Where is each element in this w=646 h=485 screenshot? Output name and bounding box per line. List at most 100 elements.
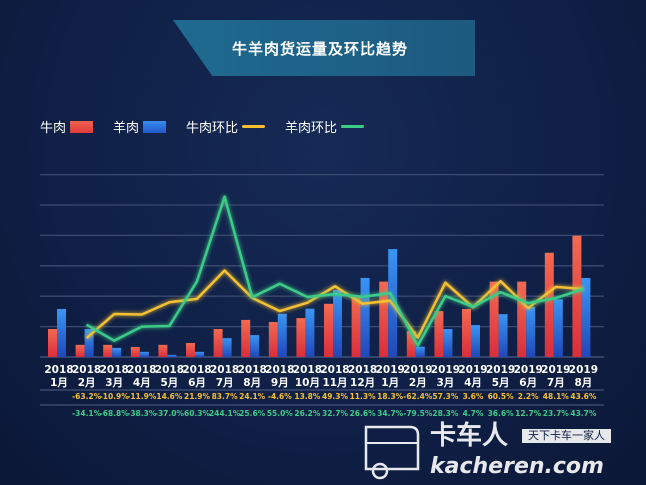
x-tick-month: 10月: [295, 377, 320, 389]
beef-ratio-label: 24.1%: [239, 392, 266, 401]
x-tick-year: 2018: [100, 364, 129, 376]
x-tick-year: 2018: [348, 364, 377, 376]
bar-mutton: [250, 335, 260, 357]
legend-item-mutton[interactable]: 羊肉: [113, 117, 167, 136]
bar-mutton: [167, 354, 177, 357]
bar-mutton: [84, 329, 94, 357]
x-tick-year: 2018: [293, 364, 322, 376]
x-tick-month: 12月: [350, 377, 375, 389]
legend-label: 羊肉: [113, 121, 140, 136]
x-tick-month: 6月: [188, 377, 206, 389]
mutton-ratio-label: 34.7%: [377, 409, 404, 418]
bar-mutton: [305, 308, 315, 357]
truck-icon: [364, 425, 420, 480]
legend-label: 牛肉: [40, 121, 67, 136]
mutton-ratio-label: -79.5%: [403, 409, 433, 418]
mutton-ratio-label: 244.1%: [209, 409, 241, 418]
watermark-logo: 卡车人 天下卡车一家人 kacheren.com: [360, 421, 640, 483]
x-tick-year: 2018: [238, 364, 267, 376]
watermark-brand: 卡车人: [430, 421, 509, 451]
bar-mutton: [471, 325, 480, 357]
bar-beef: [544, 252, 554, 357]
x-tick-month: 4月: [464, 377, 482, 389]
mutton-ratio-label: -68.8%: [100, 409, 130, 418]
x-tick-month: 8月: [574, 377, 592, 389]
x-tick-year: 2018: [210, 364, 239, 376]
bar-beef: [462, 308, 471, 357]
x-tick-month: 9月: [271, 377, 289, 389]
bar-mutton: [277, 313, 287, 357]
beef-ratio-label: 49.3%: [322, 392, 349, 401]
bar-beef: [130, 346, 140, 357]
bar-mutton: [553, 299, 563, 357]
mutton-ratio-label: 25.6%: [239, 409, 266, 418]
bar-beef: [351, 296, 361, 357]
legend-item-beef[interactable]: 牛肉: [40, 117, 94, 136]
beef-ratio-label: -10.9%: [100, 392, 130, 401]
x-tick-month: 7月: [216, 377, 234, 389]
x-tick-month: 6月: [519, 377, 537, 389]
bar-mutton: [139, 351, 149, 357]
watermark-slogan: 天下卡车一家人: [522, 429, 611, 443]
mutton-ratio-label: 32.7%: [322, 409, 349, 418]
x-tick-year: 2019: [376, 364, 405, 376]
watermark-url: kacheren.com: [430, 454, 604, 479]
legend-swatch: [70, 120, 94, 133]
x-tick-year: 2019: [458, 364, 487, 376]
bar-beef: [75, 344, 85, 357]
bar-beef: [517, 281, 527, 357]
x-tick-month: 11月: [322, 377, 347, 389]
bar-mutton: [415, 346, 425, 357]
bar-beef: [103, 344, 113, 357]
legend-item-beef-ratio[interactable]: 牛肉环比: [186, 117, 266, 136]
beef-ratio-label: 83.7%: [212, 392, 239, 401]
x-tick-month: 4月: [133, 377, 151, 389]
beef-ratio-label: 3.6%: [463, 392, 484, 401]
beef-ratio-label: 11.3%: [350, 392, 377, 401]
mutton-ratio-label: 28.3%: [432, 409, 459, 418]
x-tick-month: 1月: [50, 377, 68, 389]
bar-mutton: [526, 306, 536, 357]
legend-item-mutton-ratio[interactable]: 羊肉环比: [285, 117, 365, 136]
x-tick-year: 2018: [44, 364, 73, 376]
x-tick-year: 2018: [155, 364, 184, 376]
bar-beef: [296, 318, 306, 357]
mutton-ratio-label: 43.7%: [570, 409, 597, 418]
beef-ratio-label: 13.8%: [294, 392, 321, 401]
bar-beef: [241, 319, 251, 357]
x-tick-month: 2月: [78, 377, 96, 389]
beef-ratio-label: 14.6%: [156, 392, 183, 401]
beef-ratio-label: -62.4%: [403, 392, 433, 401]
x-tick-month: 3月: [436, 377, 454, 389]
mutton-ratio-label: 55.0%: [267, 409, 294, 418]
legend: 牛肉 羊肉 牛肉环比 羊肉环比: [40, 117, 384, 136]
legend-label: 牛肉环比: [186, 121, 239, 136]
bar-mutton: [581, 277, 591, 357]
bar-mutton: [498, 314, 508, 357]
beef-ratio-label: 21.9%: [184, 392, 211, 401]
x-tick-year: 2019: [403, 364, 432, 376]
bar-beef: [48, 329, 57, 357]
bar-beef: [434, 311, 444, 357]
legend-swatch: [341, 125, 365, 128]
mutton-ratio-label: 12.7%: [515, 409, 542, 418]
mutton-ratio-label: 36.6%: [488, 409, 515, 418]
beef-ratio-label: 48.1%: [543, 392, 570, 401]
bar-beef: [489, 281, 499, 357]
bar-beef: [186, 343, 195, 357]
x-tick-year: 2019: [569, 364, 598, 376]
beef-ratio-label: 2.2%: [518, 392, 539, 401]
x-tick-month: 2月: [409, 377, 427, 389]
x-tick-month: 7月: [547, 377, 565, 389]
x-tick-year: 2019: [541, 364, 570, 376]
x-tick-year: 2019: [514, 364, 543, 376]
x-tick-year: 2019: [431, 364, 460, 376]
mutton-ratio-label: 23.7%: [543, 409, 570, 418]
x-tick-month: 3月: [105, 377, 123, 389]
x-tick-year: 2018: [127, 364, 156, 376]
mutton-ratio-label: 4.7%: [463, 409, 484, 418]
bar-mutton: [195, 351, 204, 357]
mutton-ratio-label: -34.1%: [72, 409, 102, 418]
bar-beef: [268, 322, 278, 357]
